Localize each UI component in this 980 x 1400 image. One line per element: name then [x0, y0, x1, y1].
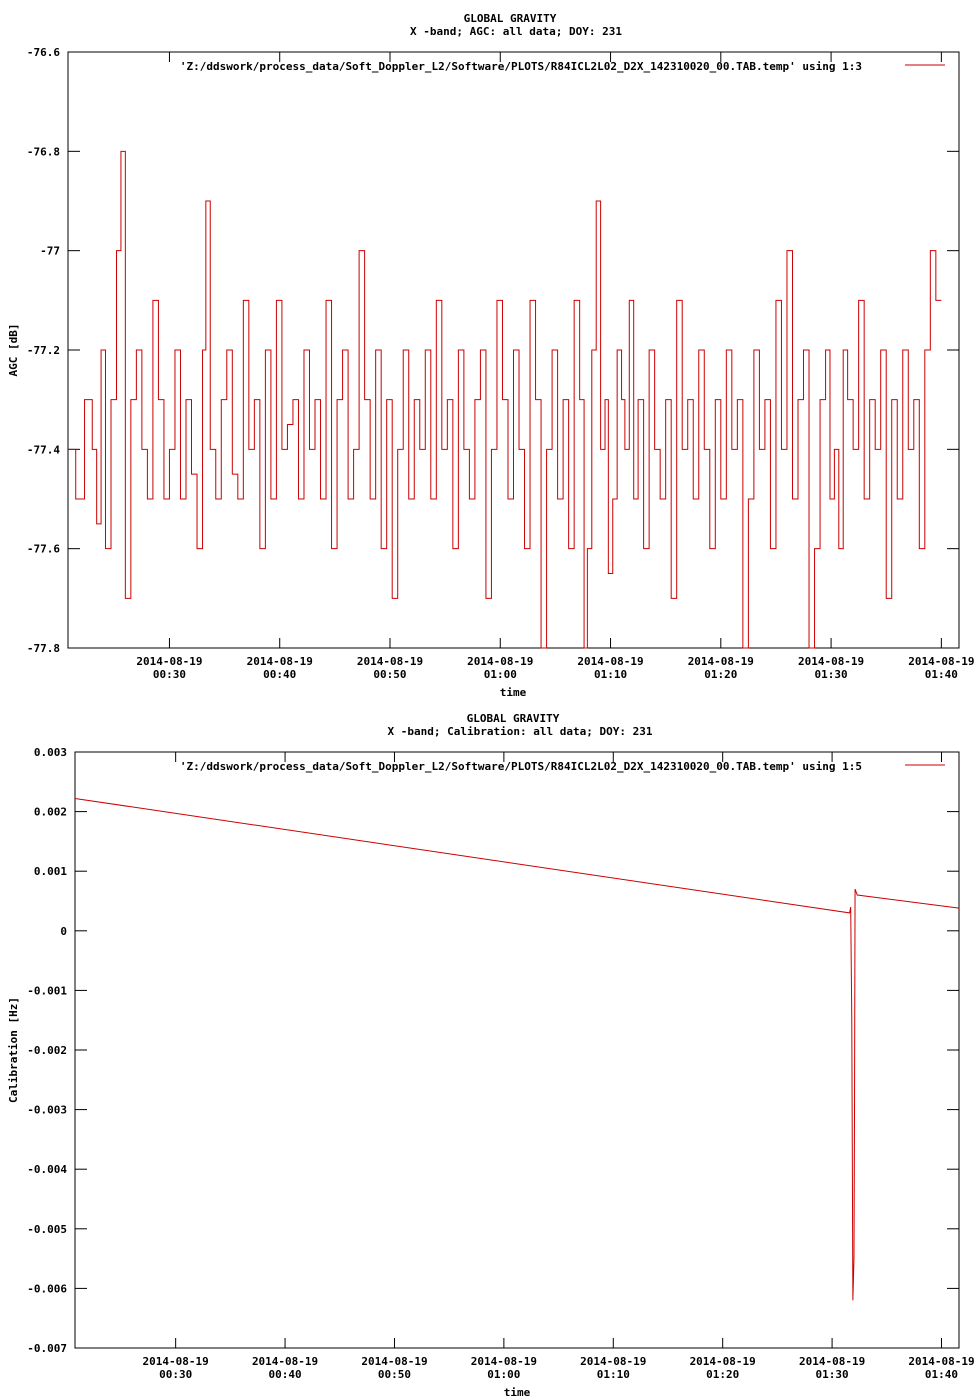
- calibration-series-line: [74, 797, 960, 1301]
- calibration-x-tick-date: 2014-08-19: [690, 1355, 756, 1368]
- agc-y-axis-label: AGC [dB]: [7, 324, 20, 377]
- agc-x-tick-date: 2014-08-19: [467, 655, 533, 668]
- agc-y-tick-label: -77.6: [27, 543, 60, 556]
- agc-x-tick-time: 01:20: [704, 668, 737, 681]
- agc-x-tick-date: 2014-08-19: [577, 655, 643, 668]
- calibration-x-tick-time: 00:50: [378, 1368, 411, 1381]
- agc-legend-text: 'Z:/ddswork/process_data/Soft_Doppler_L2…: [180, 60, 862, 73]
- agc-chart-subtitle: X -band; AGC: all data; DOY: 231: [410, 25, 622, 38]
- agc-chart-title: GLOBAL GRAVITY: [464, 12, 557, 25]
- calibration-x-tick-time: 01:40: [925, 1368, 958, 1381]
- calibration-chart-subtitle: X -band; Calibration: all data; DOY: 231: [388, 725, 653, 738]
- calibration-y-tick-label: -0.002: [27, 1044, 67, 1057]
- agc-y-tick-label: -77.8: [27, 642, 60, 655]
- agc-x-tick-time: 00:30: [153, 668, 186, 681]
- calibration-x-axis-label: time: [504, 1386, 531, 1399]
- agc-x-tick-date: 2014-08-19: [247, 655, 313, 668]
- agc-y-tick-label: -76.6: [27, 46, 60, 59]
- calibration-plot-frame: [74, 751, 960, 1349]
- agc-x-tick-time: 00:50: [373, 668, 406, 681]
- calibration-x-tick-time: 00:40: [268, 1368, 301, 1381]
- agc-x-tick-date: 2014-08-19: [136, 655, 202, 668]
- calibration-x-tick-date: 2014-08-19: [908, 1355, 974, 1368]
- agc-x-axis-label: time: [500, 686, 527, 699]
- calibration-y-tick-label: 0.002: [34, 806, 67, 819]
- calibration-y-tick-label: 0: [60, 925, 67, 938]
- agc-x-tick-date: 2014-08-19: [688, 655, 754, 668]
- calibration-y-tick-label: 0.001: [34, 865, 67, 878]
- agc-x-tick-time: 01:40: [925, 668, 958, 681]
- agc-x-tick-time: 01:30: [815, 668, 848, 681]
- calibration-x-tick-time: 01:30: [816, 1368, 849, 1381]
- agc-x-tick-time: 00:40: [263, 668, 296, 681]
- calibration-y-tick-label: -0.004: [27, 1163, 67, 1176]
- calibration-x-tick-time: 00:30: [159, 1368, 192, 1381]
- agc-x-tick-time: 01:10: [594, 668, 627, 681]
- calibration-y-tick-label: 0.003: [34, 746, 67, 759]
- calibration-x-tick-date: 2014-08-19: [361, 1355, 427, 1368]
- calibration-x-tick-date: 2014-08-19: [471, 1355, 537, 1368]
- calibration-x-tick-time: 01:00: [487, 1368, 520, 1381]
- calibration-y-tick-label: -0.001: [27, 984, 67, 997]
- agc-y-tick-label: -76.8: [27, 145, 60, 158]
- calibration-y-tick-label: -0.005: [27, 1223, 67, 1236]
- agc-x-tick-date: 2014-08-19: [357, 655, 423, 668]
- agc-x-tick-time: 01:00: [484, 668, 517, 681]
- calibration-x-tick-date: 2014-08-19: [799, 1355, 865, 1368]
- calibration-x-tick-date: 2014-08-19: [252, 1355, 318, 1368]
- calibration-y-tick-label: -0.006: [27, 1282, 67, 1295]
- calibration-y-tick-label: -0.007: [27, 1342, 67, 1355]
- calibration-x-tick-time: 01:10: [597, 1368, 630, 1381]
- calibration-chart-title: GLOBAL GRAVITY: [467, 712, 560, 725]
- agc-x-tick-date: 2014-08-19: [798, 655, 864, 668]
- agc-y-tick-label: -77.4: [27, 443, 60, 456]
- agc-y-tick-label: -77: [40, 245, 60, 258]
- calibration-x-tick-date: 2014-08-19: [143, 1355, 209, 1368]
- agc-y-tick-label: -77.2: [27, 344, 60, 357]
- calibration-x-tick-date: 2014-08-19: [580, 1355, 646, 1368]
- calibration-legend-text: 'Z:/ddswork/process_data/Soft_Doppler_L2…: [180, 760, 862, 773]
- calibration-x-tick-time: 01:20: [706, 1368, 739, 1381]
- agc-chart: GLOBAL GRAVITY X -band; AGC: all data; D…: [7, 12, 974, 699]
- agc-x-tick-date: 2014-08-19: [908, 655, 974, 668]
- calibration-chart: GLOBAL GRAVITY X -band; Calibration: all…: [7, 712, 975, 1399]
- calibration-y-axis-label: Calibration [Hz]: [7, 997, 20, 1103]
- agc-series-line: [68, 150, 942, 649]
- calibration-y-tick-label: -0.003: [27, 1104, 67, 1117]
